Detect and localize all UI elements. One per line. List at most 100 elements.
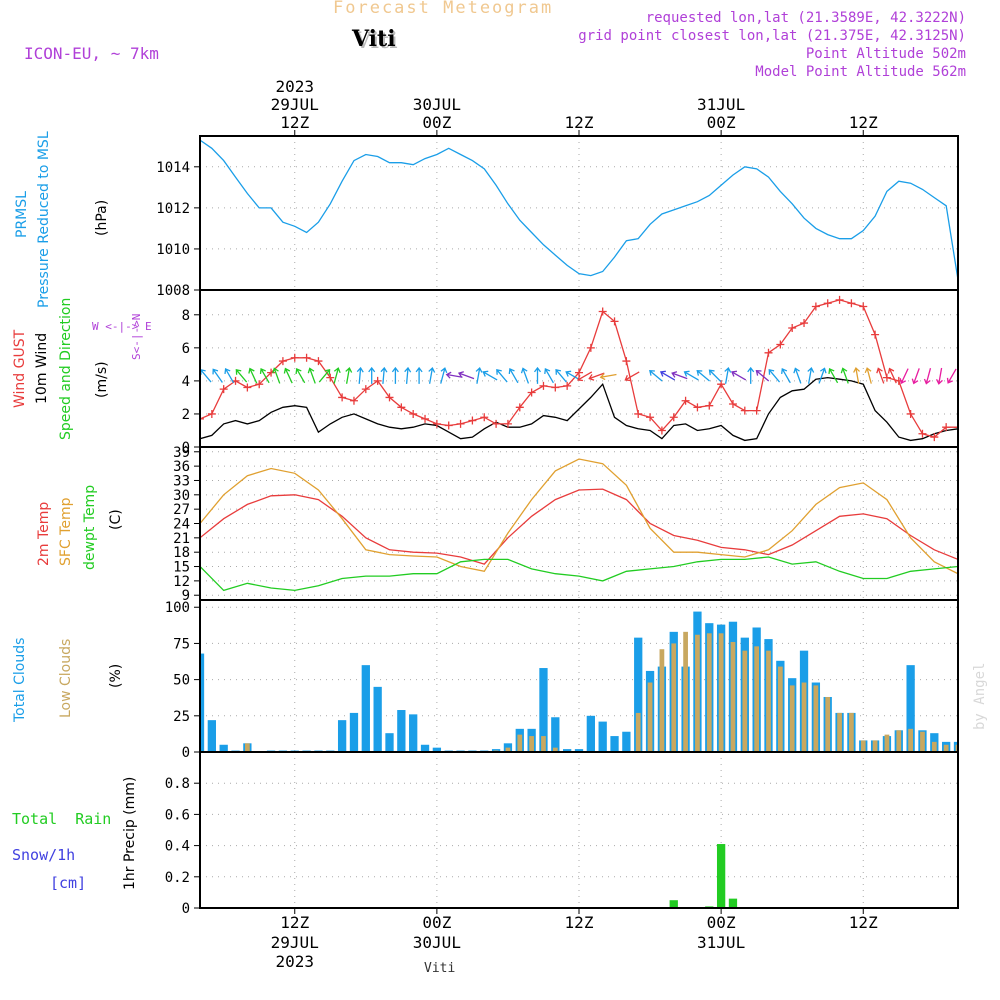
wind-direction-arrow [318,368,331,383]
low-cloud-bar [683,631,688,752]
wind-10m-line [200,376,958,442]
bottom-time-label: 12Z [849,913,878,932]
gust-marker [930,433,939,442]
rain-bar [716,844,726,908]
wind-direction-arrow [899,368,909,385]
pressure-label-prmsl: PRMSL [14,191,30,238]
wind-direction-arrow [747,366,755,384]
wind-direction-arrow [248,367,258,384]
total-cloud-bar [200,653,205,752]
y-tick-label: 6 [182,341,190,357]
rain-bar [669,900,678,908]
bottom-date-label: 31JUL [697,933,745,952]
gust-marker [409,409,418,418]
bottom-time-label: 00Z [707,913,736,932]
top-time-label: 12Z [280,113,309,132]
y-tick-label: 0.4 [165,839,190,855]
bottom-time-label: 00Z [422,913,451,932]
low-cloud-bar [718,633,724,752]
low-cloud-bar [766,650,771,752]
panel-frame [199,135,959,291]
temp-2m-label: 2m Temp [36,502,52,566]
low-cloud-bar [943,744,949,752]
wind-direction-arrow [935,367,943,385]
compass-ns: S<-|->N [130,314,143,360]
gust-marker [859,302,868,311]
gust-marker [966,426,974,434]
gust-marker [705,401,714,410]
gust-marker [290,353,299,362]
wind-panel [200,295,998,442]
gust-marker [243,383,252,392]
wind-direction-arrow [588,372,605,381]
wind-direction-arrow [496,368,508,383]
low-cloud-bar [884,734,890,752]
precip-panel [200,844,958,908]
total-cloud-bar [622,731,631,752]
temp-sfc-line [200,458,958,575]
low-cloud-bar [505,747,511,752]
cloud-unit: (%) [108,664,124,688]
y-tick-label: 30 [173,488,190,504]
wind-direction-arrow [428,366,436,384]
total-cloud-bar [978,736,986,752]
wind-direction-arrow [391,366,399,384]
gust-marker [200,414,204,423]
gust-marker [752,406,761,415]
wind-direction-arrow [577,371,593,382]
gust-marker [657,426,666,435]
y-tick-label: 8 [182,308,190,324]
top-date-label: 31JUL [697,95,745,114]
top-time-label: 12Z [565,113,594,132]
wind-direction-arrow [235,368,248,383]
bottom-date-label: 29JUL [271,933,319,952]
low-cloud-bar [991,681,996,752]
low-cloud-bar [777,666,783,752]
precip-label: 1hr Precip (mm) [122,777,138,890]
gust-marker [302,353,311,362]
grid-layer [200,136,958,908]
gust-marker [373,376,382,385]
wind-dir-label: Speed and Direction [58,298,74,440]
y-tick-label: 39 [173,445,190,461]
gust-marker [444,421,453,430]
cloud-labels: Total Clouds Low Clouds (%) [12,638,124,723]
top-time-label: 00Z [422,113,451,132]
wind-direction-arrow [440,367,448,384]
wind-direction-arrow [565,370,581,381]
frame-layer [199,135,959,909]
gust-marker [693,403,702,412]
gust-marker [800,319,809,328]
gust-marker [717,380,726,389]
y-tick-label: 36 [173,459,190,475]
low-cloud-bar [541,736,546,752]
total-cloud-bar [409,714,418,752]
low-cloud-bar [896,730,902,752]
wind-direction-arrow [356,366,364,384]
gust-marker [207,409,216,418]
top-date-label: 29JUL [271,95,319,114]
model-altitude: Model Point Altitude 562m [755,64,966,80]
gust-marker [882,373,891,382]
y-tick-label: 0 [182,440,190,456]
temperature-panel [200,458,958,592]
y-tick-label: 0 [182,745,190,761]
gust-marker [421,414,430,423]
low-cloud-bar [671,643,677,752]
wind-direction-arrow [283,367,293,384]
temp-unit: (C) [108,509,124,530]
low-cloud-bar [742,650,748,752]
gust-marker [990,426,998,434]
gust-marker [385,393,394,402]
bottom-location: Viti [424,961,455,976]
total-clouds-label: Total Clouds [12,638,28,723]
bottom-date-label: 30JUL [413,933,461,952]
low-cloud-bar [849,712,854,752]
super-title: Forecast Meteogram [333,0,554,18]
rain-labels: Total Rain Snow/1h [cm] 1hr Precip (mm) [12,777,138,892]
gust-marker [361,385,370,394]
wind-direction-arrow [212,368,223,383]
total-cloud-bar [349,712,359,752]
low-clouds-label: Low Clouds [58,639,74,718]
gust-marker [728,400,737,409]
